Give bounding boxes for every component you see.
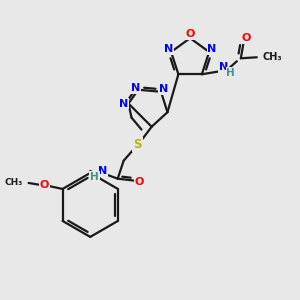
Text: N: N — [130, 83, 140, 93]
Text: N: N — [219, 62, 229, 72]
Text: CH₃: CH₃ — [4, 178, 22, 188]
Text: CH₃: CH₃ — [263, 52, 282, 62]
Text: N: N — [164, 44, 173, 54]
Text: O: O — [135, 177, 144, 187]
Text: N: N — [98, 166, 107, 176]
Text: N: N — [159, 84, 169, 94]
Text: O: O — [185, 29, 195, 39]
Text: O: O — [241, 33, 250, 43]
Text: N: N — [208, 44, 217, 54]
Text: H: H — [90, 172, 99, 182]
Text: N: N — [119, 99, 128, 109]
Text: H: H — [226, 68, 235, 78]
Text: O: O — [40, 180, 49, 190]
Text: S: S — [134, 138, 142, 151]
